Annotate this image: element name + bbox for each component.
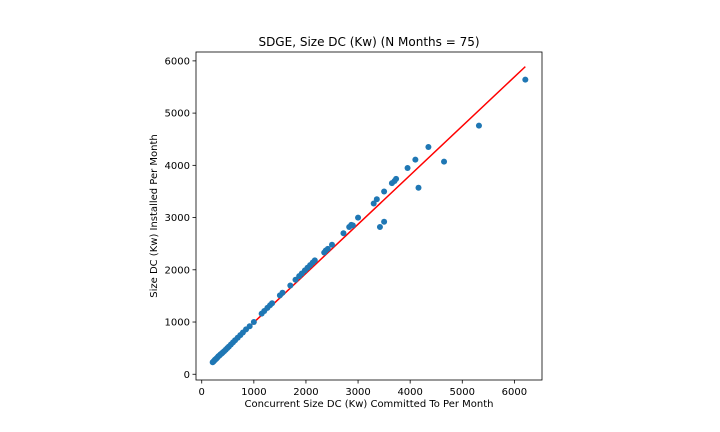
plot-area	[195, 51, 543, 381]
data-point	[393, 175, 400, 182]
data-point	[381, 188, 388, 195]
data-point	[522, 76, 529, 83]
data-point	[324, 245, 331, 252]
y-tick-label: 1000	[165, 318, 190, 329]
y-tick-label: 2000	[165, 265, 190, 276]
x-axis-label: Concurrent Size DC (Kw) Committed To Per…	[244, 399, 493, 410]
x-tick-label: 5000	[450, 387, 475, 398]
data-point	[441, 158, 448, 165]
data-point	[370, 200, 377, 207]
data-point	[415, 184, 422, 191]
data-point	[404, 164, 411, 171]
y-axis-ticks: 0 1000 2000 3000 4000 5000 6000	[165, 56, 196, 381]
data-point	[373, 196, 380, 203]
fit-line-layer	[211, 66, 526, 363]
y-tick-label: 0	[184, 370, 190, 381]
x-tick-label: 2000	[293, 387, 318, 398]
y-axis-label: Size DC (Kw) Installed Per Month	[149, 134, 160, 298]
y-tick-label: 4000	[165, 161, 190, 172]
data-point	[340, 230, 347, 237]
data-point	[329, 241, 336, 248]
data-point	[292, 276, 299, 283]
y-tick-label: 5000	[165, 109, 190, 120]
data-point	[381, 218, 388, 225]
data-point	[475, 122, 482, 129]
data-point	[279, 289, 286, 296]
data-point	[287, 282, 294, 289]
data-point	[250, 319, 257, 326]
data-point	[376, 223, 383, 230]
data-point	[246, 323, 253, 330]
data-point	[355, 214, 362, 221]
data-point	[412, 156, 419, 163]
x-tick-label: 3000	[345, 387, 370, 398]
fit-line	[211, 66, 526, 363]
data-points-layer	[209, 76, 529, 366]
y-tick-label: 3000	[165, 213, 190, 224]
data-point	[311, 257, 318, 264]
x-tick-label: 4000	[397, 387, 422, 398]
data-point	[349, 222, 356, 229]
x-tick-label: 6000	[502, 387, 527, 398]
x-tick-label: 1000	[241, 387, 266, 398]
x-axis-ticks: 0 1000 2000 3000 4000 5000 6000	[199, 380, 527, 398]
x-tick-label: 0	[199, 387, 205, 398]
chart-title: SDGE, Size DC (Kw) (N Months = 75)	[258, 35, 479, 49]
y-tick-label: 6000	[165, 56, 190, 67]
data-point	[425, 144, 432, 151]
data-point	[269, 300, 276, 307]
